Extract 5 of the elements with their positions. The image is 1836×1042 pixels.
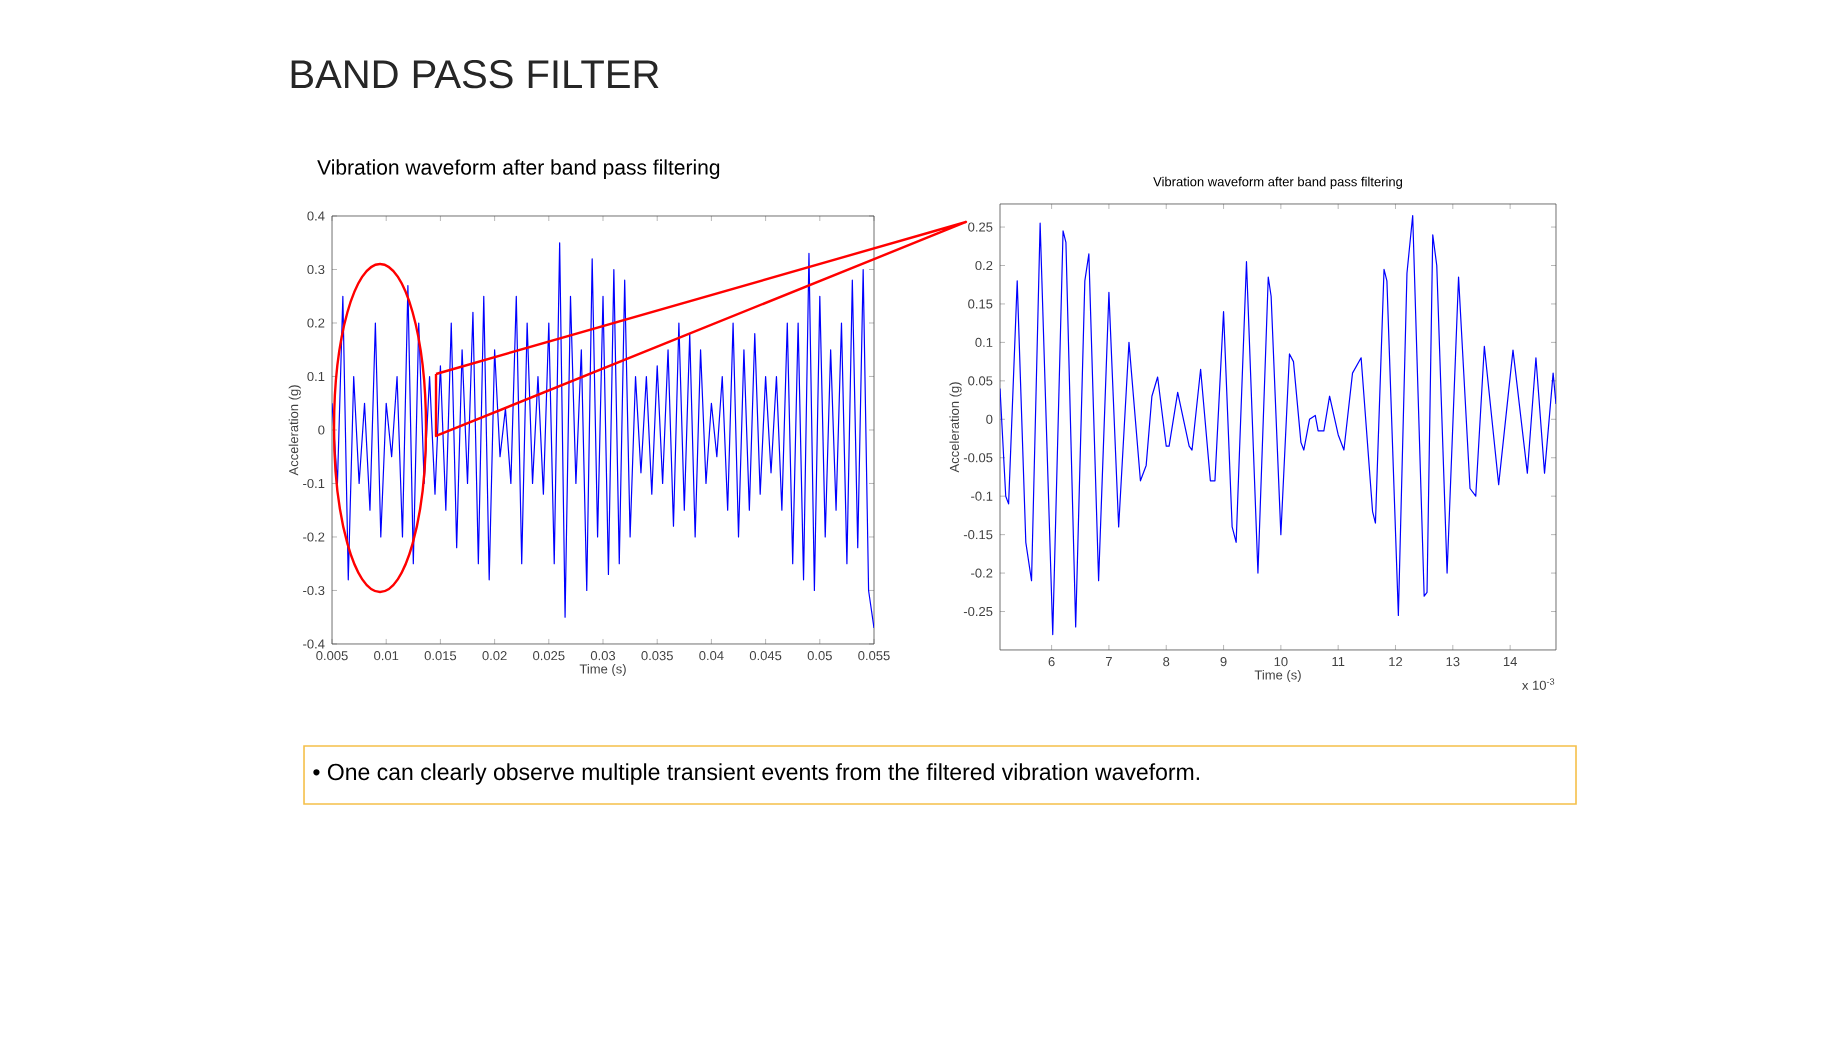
chart-title: Vibration waveform after band pass filtering [317, 159, 720, 179]
line-series [332, 242, 874, 629]
text: • One can clearly observe multiple transient events from the filtered vibration waveform. [313, 763, 1199, 785]
line-series [1000, 214, 1556, 636]
text: BAND PASS FILTER [291, 60, 659, 89]
